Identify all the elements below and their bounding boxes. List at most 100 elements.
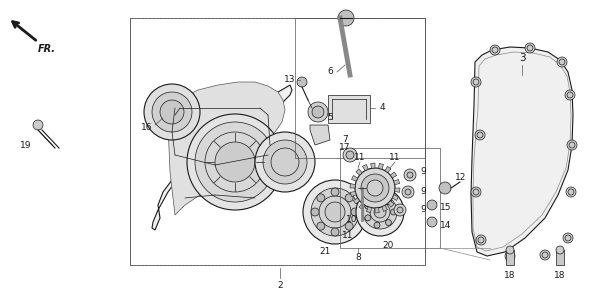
Circle shape bbox=[527, 45, 533, 51]
Text: 21: 21 bbox=[319, 247, 330, 256]
Polygon shape bbox=[395, 188, 400, 192]
Circle shape bbox=[565, 90, 575, 100]
Circle shape bbox=[475, 130, 485, 140]
Polygon shape bbox=[353, 198, 360, 204]
Circle shape bbox=[144, 84, 200, 140]
Polygon shape bbox=[362, 165, 368, 171]
Circle shape bbox=[317, 194, 325, 202]
Circle shape bbox=[355, 168, 395, 208]
Text: 11: 11 bbox=[342, 231, 354, 240]
Text: 11: 11 bbox=[389, 154, 401, 163]
Circle shape bbox=[385, 219, 391, 225]
Circle shape bbox=[331, 228, 339, 236]
Polygon shape bbox=[366, 207, 372, 213]
Polygon shape bbox=[350, 191, 356, 197]
Circle shape bbox=[568, 189, 574, 195]
Circle shape bbox=[397, 207, 403, 213]
Circle shape bbox=[407, 172, 413, 178]
Polygon shape bbox=[385, 166, 391, 173]
Circle shape bbox=[263, 140, 307, 184]
Polygon shape bbox=[556, 250, 564, 265]
Circle shape bbox=[312, 106, 324, 118]
Bar bbox=[340, 148, 440, 248]
Circle shape bbox=[439, 182, 451, 194]
Polygon shape bbox=[506, 250, 514, 265]
Circle shape bbox=[308, 102, 328, 122]
Circle shape bbox=[367, 180, 383, 196]
Circle shape bbox=[427, 217, 437, 227]
Polygon shape bbox=[356, 169, 362, 175]
Text: 11: 11 bbox=[354, 154, 366, 163]
Text: 8: 8 bbox=[355, 253, 361, 262]
Polygon shape bbox=[378, 163, 384, 169]
Circle shape bbox=[356, 188, 404, 236]
Text: 2: 2 bbox=[277, 281, 283, 290]
Circle shape bbox=[374, 222, 380, 228]
Circle shape bbox=[566, 187, 576, 197]
Circle shape bbox=[542, 252, 548, 258]
Text: 17: 17 bbox=[339, 144, 350, 153]
Circle shape bbox=[507, 253, 513, 259]
Circle shape bbox=[345, 194, 353, 202]
Circle shape bbox=[525, 43, 535, 53]
Bar bbox=[328, 95, 370, 123]
Circle shape bbox=[391, 209, 396, 215]
Polygon shape bbox=[371, 163, 375, 168]
Circle shape bbox=[506, 246, 514, 254]
Text: 9: 9 bbox=[420, 206, 426, 215]
Circle shape bbox=[473, 189, 479, 195]
Circle shape bbox=[152, 92, 192, 132]
Circle shape bbox=[365, 203, 371, 209]
Bar bbox=[130, 18, 425, 265]
Polygon shape bbox=[375, 208, 379, 213]
Circle shape bbox=[559, 59, 565, 65]
Circle shape bbox=[325, 202, 345, 222]
Polygon shape bbox=[391, 172, 396, 178]
Text: 15: 15 bbox=[440, 203, 451, 213]
Circle shape bbox=[477, 132, 483, 138]
Text: 9: 9 bbox=[420, 167, 426, 176]
Circle shape bbox=[567, 92, 573, 98]
Circle shape bbox=[394, 204, 406, 216]
Text: 6: 6 bbox=[327, 67, 333, 76]
Circle shape bbox=[331, 188, 339, 196]
Text: 9: 9 bbox=[420, 188, 426, 197]
Polygon shape bbox=[359, 203, 365, 210]
Text: 14: 14 bbox=[440, 221, 451, 229]
Polygon shape bbox=[471, 47, 573, 256]
Circle shape bbox=[351, 208, 359, 216]
Text: 19: 19 bbox=[20, 141, 32, 150]
Circle shape bbox=[361, 174, 389, 202]
Circle shape bbox=[311, 208, 319, 216]
Text: 4: 4 bbox=[380, 104, 386, 113]
Circle shape bbox=[33, 120, 43, 130]
Circle shape bbox=[569, 142, 575, 148]
Circle shape bbox=[365, 215, 371, 221]
Polygon shape bbox=[394, 179, 399, 185]
Circle shape bbox=[215, 142, 255, 182]
Polygon shape bbox=[392, 195, 398, 200]
Circle shape bbox=[563, 233, 573, 243]
Circle shape bbox=[363, 195, 397, 229]
Circle shape bbox=[556, 246, 564, 254]
Circle shape bbox=[195, 122, 275, 202]
Circle shape bbox=[374, 206, 386, 218]
Polygon shape bbox=[382, 205, 388, 212]
Circle shape bbox=[338, 10, 354, 26]
Circle shape bbox=[297, 77, 307, 87]
Text: 20: 20 bbox=[382, 240, 394, 250]
Circle shape bbox=[317, 222, 325, 230]
Circle shape bbox=[402, 186, 414, 198]
Circle shape bbox=[565, 235, 571, 241]
Circle shape bbox=[255, 132, 315, 192]
Circle shape bbox=[473, 79, 479, 85]
Circle shape bbox=[567, 140, 577, 150]
Circle shape bbox=[311, 188, 359, 236]
Circle shape bbox=[405, 189, 411, 195]
Circle shape bbox=[476, 235, 486, 245]
Polygon shape bbox=[350, 184, 355, 188]
Circle shape bbox=[160, 100, 184, 124]
Polygon shape bbox=[310, 125, 330, 145]
Circle shape bbox=[492, 47, 498, 53]
Circle shape bbox=[505, 251, 515, 261]
